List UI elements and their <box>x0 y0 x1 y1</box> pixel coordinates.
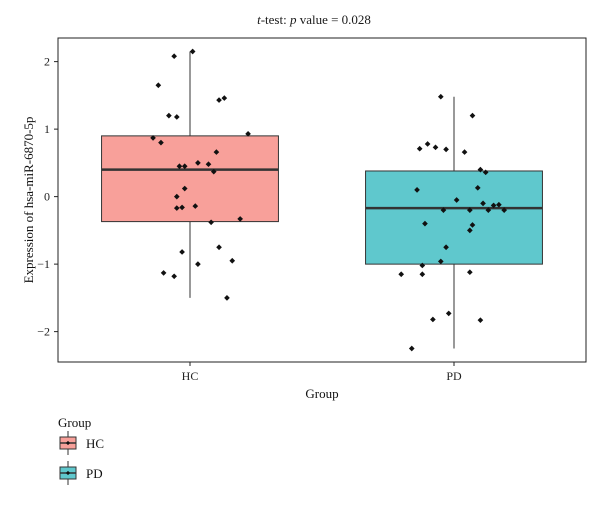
data-point <box>216 244 222 251</box>
data-point <box>398 271 405 278</box>
data-point <box>482 169 489 176</box>
y-tick-label: −1 <box>37 257 50 271</box>
chart-title-test: -test: <box>261 12 290 27</box>
data-point <box>440 207 447 213</box>
data-point <box>480 200 486 207</box>
data-point <box>221 95 228 101</box>
chart-title-value: value = 0.028 <box>296 12 370 27</box>
legend-title: Group <box>58 415 91 430</box>
data-point <box>408 345 415 352</box>
data-point <box>210 168 217 175</box>
y-tick-label: 0 <box>44 190 50 204</box>
data-point <box>179 204 185 211</box>
data-point <box>467 269 473 276</box>
chart-title-p: p <box>289 12 297 27</box>
data-point <box>467 227 473 234</box>
data-point <box>192 203 199 209</box>
chart-title-t: t <box>257 12 261 27</box>
data-point <box>216 97 222 103</box>
data-point <box>469 112 476 119</box>
data-point <box>443 146 449 153</box>
data-point <box>414 187 420 193</box>
data-point <box>173 193 180 200</box>
legend-item-pd: PD <box>59 461 103 485</box>
x-tick-label: PD <box>446 369 462 383</box>
legend-label: PD <box>86 466 103 481</box>
legend-label: HC <box>86 436 104 451</box>
legend: Group HC PD <box>58 415 104 485</box>
y-axis: 2 1 0 −1 −2 <box>37 55 58 339</box>
data-point <box>205 161 212 168</box>
data-point <box>245 131 251 137</box>
x-tick-label: HC <box>182 369 199 383</box>
y-tick-label: 1 <box>44 122 50 136</box>
box-hc <box>101 135 279 223</box>
data-point <box>179 249 185 255</box>
data-point <box>501 207 507 213</box>
data-point <box>195 160 201 166</box>
data-point <box>419 262 426 269</box>
data-point <box>430 316 436 323</box>
data-point <box>490 202 497 209</box>
data-point <box>155 82 162 89</box>
y-axis-label: Expression of hsa-miR-6870-5p <box>21 117 36 284</box>
data-point <box>461 149 468 155</box>
data-point <box>237 216 243 222</box>
data-point <box>173 205 180 211</box>
data-point <box>150 135 156 141</box>
data-point <box>229 257 236 264</box>
data-point <box>453 197 460 203</box>
data-point <box>181 185 188 192</box>
data-point <box>477 317 484 323</box>
data-point <box>432 144 439 151</box>
data-point <box>195 261 201 267</box>
y-tick-label: 2 <box>44 55 50 69</box>
data-point <box>477 166 484 173</box>
boxes-layer <box>101 51 543 349</box>
data-point <box>181 163 188 170</box>
points-layer <box>150 48 507 352</box>
data-point <box>437 258 444 265</box>
data-point <box>496 201 502 208</box>
legend-item-hc: HC <box>59 431 104 455</box>
data-point <box>474 185 481 191</box>
x-axis-label: Group <box>305 386 338 401</box>
box-pd <box>365 170 543 265</box>
data-point <box>437 93 444 100</box>
data-point <box>416 145 423 152</box>
data-point <box>469 222 476 228</box>
data-point <box>158 139 164 146</box>
data-point <box>485 207 492 213</box>
data-point <box>176 163 183 170</box>
x-axis: HC PD <box>182 362 462 383</box>
data-point <box>171 273 177 280</box>
data-point <box>443 244 449 251</box>
data-point <box>422 220 428 227</box>
data-point <box>208 219 214 226</box>
data-point <box>424 141 431 147</box>
data-point <box>467 207 473 213</box>
chart-title: t-test: p value = 0.028 <box>257 12 371 27</box>
data-point <box>173 114 180 120</box>
y-tick-label: −2 <box>37 325 50 339</box>
data-point <box>445 310 452 317</box>
data-point <box>213 149 220 155</box>
data-point <box>224 295 230 301</box>
data-point <box>166 112 172 119</box>
data-point <box>419 271 426 278</box>
data-point <box>160 270 167 276</box>
